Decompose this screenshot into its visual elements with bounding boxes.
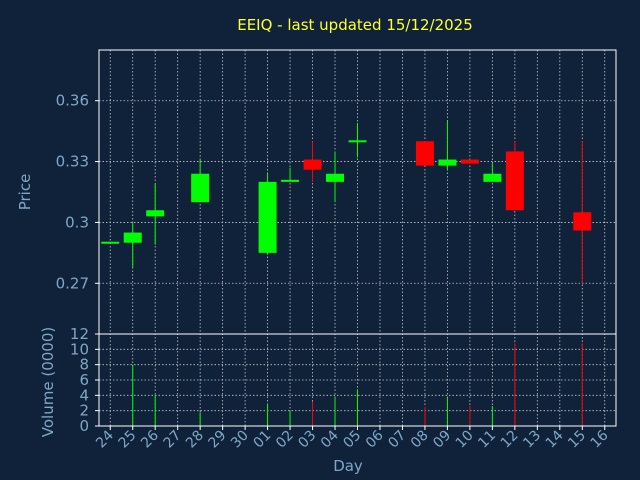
- volume-tick-label: 6: [79, 371, 89, 389]
- volume-tick-label: 10: [70, 340, 89, 358]
- day-tick-label: 30: [228, 428, 252, 452]
- day-axis-label: Day: [333, 457, 363, 475]
- day-tick-label: 15: [565, 428, 589, 452]
- candle-body: [281, 179, 300, 182]
- volume-axis-label: Volume (0000): [39, 327, 57, 437]
- candle-body: [303, 159, 322, 170]
- day-tick-label: 03: [295, 428, 319, 452]
- day-tick-label: 12: [498, 428, 522, 452]
- candle-body: [438, 159, 457, 166]
- candle-body: [258, 181, 277, 253]
- day-tick-label: 14: [543, 427, 567, 451]
- day-tick-label: 08: [408, 428, 432, 452]
- day-tick-label: 02: [273, 428, 297, 452]
- price-tick-label: 0.33: [56, 153, 89, 171]
- candle-body: [573, 212, 592, 231]
- candle-body: [483, 173, 502, 182]
- day-tick-label: 09: [430, 428, 454, 452]
- day-tick-label: 28: [183, 428, 207, 452]
- day-tick-label: 07: [385, 428, 409, 452]
- day-tick-label: 11: [475, 428, 499, 452]
- day-tick-label: 06: [363, 427, 387, 451]
- candle-body: [191, 173, 210, 203]
- candle-body: [101, 241, 120, 244]
- candle-body: [326, 173, 345, 182]
- day-tick-label: 04: [318, 427, 342, 451]
- candle-body: [415, 141, 434, 166]
- day-tick-label: 01: [250, 428, 274, 452]
- price-tick-label: 0.3: [65, 213, 89, 231]
- price-tick-label: 0.27: [56, 274, 89, 292]
- day-tick-label: 13: [520, 428, 544, 452]
- day-tick-label: 27: [161, 428, 185, 452]
- day-tick-label: 10: [453, 428, 477, 452]
- price-axis-label: Price: [16, 174, 34, 211]
- day-tick-label: 26: [138, 427, 162, 451]
- volume-tick-label: 0: [79, 417, 89, 435]
- chart-title: EEIQ - last updated 15/12/2025: [237, 16, 473, 34]
- candle-body: [460, 159, 479, 164]
- volume-panel-frame: [98, 333, 617, 427]
- day-tick-label: 29: [206, 428, 230, 452]
- day-tick-label: 05: [340, 428, 364, 452]
- candle-body: [146, 210, 165, 217]
- price-tick-label: 0.36: [56, 92, 89, 110]
- grid-lines: [99, 50, 616, 427]
- candle-body: [348, 140, 367, 143]
- volume-tick-label: 4: [79, 386, 89, 404]
- volume-tick-label: 8: [79, 356, 89, 374]
- day-tick-label: 24: [93, 427, 117, 451]
- candle-body: [123, 232, 142, 243]
- candle-body: [505, 151, 524, 211]
- volume-tick-label: 12: [70, 325, 89, 343]
- day-tick-label: 16: [588, 427, 612, 451]
- day-tick-label: 25: [116, 428, 140, 452]
- volume-tick-label: 2: [79, 402, 89, 420]
